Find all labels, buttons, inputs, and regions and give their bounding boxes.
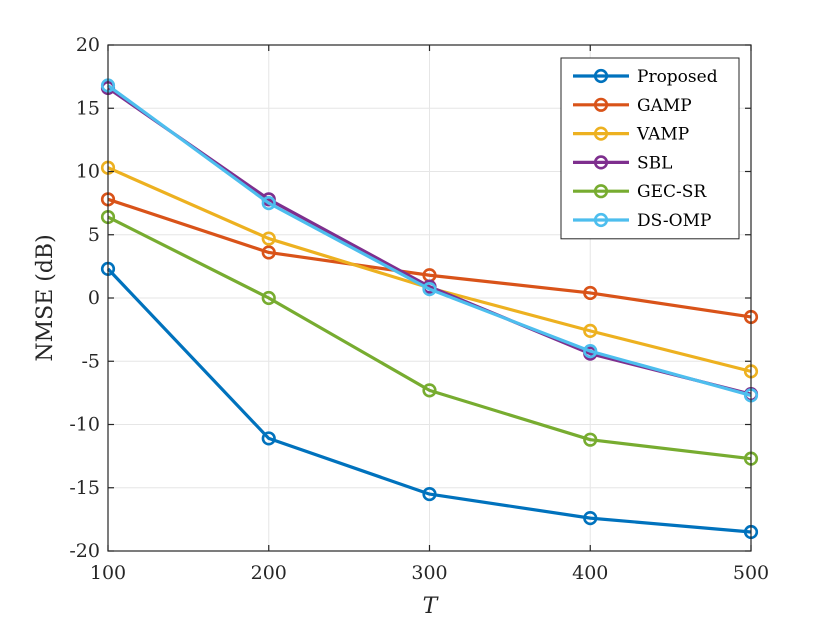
series-gamp bbox=[100, 192, 759, 325]
series-layer bbox=[100, 78, 759, 540]
legend-label: GAMP bbox=[637, 96, 692, 116]
data-point-vamp bbox=[583, 323, 598, 338]
y-tick-label: 0 bbox=[88, 287, 100, 309]
y-tick-label: -5 bbox=[81, 350, 100, 372]
legend-item-vamp: VAMP bbox=[573, 125, 689, 145]
y-tick-label: -15 bbox=[69, 477, 100, 499]
legend-label: VAMP bbox=[636, 125, 689, 145]
legend-swatch-marker bbox=[593, 97, 609, 112]
legend-swatch-marker bbox=[593, 68, 609, 84]
y-tick-label: 10 bbox=[76, 161, 100, 183]
series-line-proposed bbox=[106, 267, 752, 534]
data-point-gamp bbox=[583, 285, 598, 301]
x-tick-label: 100 bbox=[90, 562, 126, 584]
legend-label: Proposed bbox=[637, 67, 718, 87]
legend-item-ds-omp: DS-OMP bbox=[573, 211, 711, 231]
x-tick-label: 200 bbox=[251, 562, 287, 584]
data-point-gec-sr bbox=[422, 383, 437, 398]
data-point-proposed bbox=[422, 486, 437, 502]
legend-swatch-marker bbox=[593, 212, 609, 228]
data-point-gec-sr bbox=[583, 432, 598, 447]
legend-item-proposed: Proposed bbox=[573, 67, 718, 87]
data-point-ds-omp bbox=[261, 196, 276, 211]
y-axis-label: NMSE (dB) bbox=[33, 234, 58, 361]
x-tick-label: 500 bbox=[733, 562, 769, 584]
legend-label: SBL bbox=[637, 153, 672, 173]
axis-ticks: 100 200 300 400 500 -20 -15 -10 -5 0 5 10 15 20 bbox=[69, 34, 769, 584]
y-tick-label: 15 bbox=[76, 97, 100, 119]
series-line-gec-sr bbox=[107, 215, 752, 461]
legend-swatch-marker bbox=[593, 126, 609, 141]
x-axis-label: T bbox=[423, 594, 440, 619]
data-point-ds-omp bbox=[583, 344, 598, 359]
legend: Proposed GAMP VAMP SBL GEC-SR DS-OMP bbox=[560, 57, 740, 240]
data-point-gamp bbox=[261, 245, 276, 260]
legend-swatch-marker bbox=[593, 184, 609, 199]
legend-item-sbl: SBL bbox=[573, 153, 672, 173]
legend-item-gec-sr: GEC-SR bbox=[573, 182, 707, 202]
legend-label: GEC-SR bbox=[637, 182, 707, 202]
legend-label: DS-OMP bbox=[637, 211, 711, 231]
data-point-proposed bbox=[261, 431, 276, 446]
legend-box bbox=[560, 57, 740, 240]
legend-item-gamp: GAMP bbox=[573, 96, 692, 116]
data-point-gec-sr bbox=[261, 290, 276, 306]
y-tick-label: -10 bbox=[69, 414, 100, 436]
series-line-ds-omp bbox=[107, 84, 752, 397]
data-point-proposed bbox=[583, 511, 598, 526]
data-point-vamp bbox=[261, 231, 276, 246]
legend-swatch-marker bbox=[593, 155, 609, 170]
data-point-ds-omp bbox=[422, 282, 437, 297]
x-tick-label: 300 bbox=[411, 562, 447, 584]
series-line-gamp bbox=[107, 197, 752, 319]
y-tick-label: 20 bbox=[76, 34, 100, 56]
x-tick-label: 400 bbox=[572, 562, 608, 584]
y-tick-label: 5 bbox=[88, 224, 100, 246]
y-tick-label: -20 bbox=[69, 540, 100, 562]
